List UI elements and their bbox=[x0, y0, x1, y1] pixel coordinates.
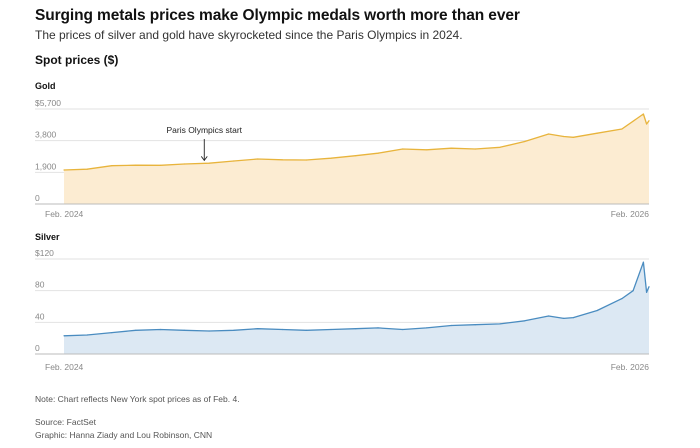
gold-ytick-label: 3,800 bbox=[35, 130, 57, 140]
gold-data-point bbox=[355, 155, 357, 157]
gold-data-point bbox=[208, 162, 210, 164]
gold-data-point bbox=[648, 120, 650, 122]
gold-data-point bbox=[402, 148, 404, 150]
gold-chart-title: Gold bbox=[35, 81, 56, 91]
silver-data-point bbox=[377, 327, 379, 329]
silver-data-point bbox=[330, 328, 332, 331]
silver-data-point bbox=[402, 328, 404, 331]
gold-annotation-arrowhead bbox=[200, 156, 208, 162]
silver-data-point bbox=[563, 317, 565, 319]
gold-data-point bbox=[111, 165, 113, 167]
gold-data-point bbox=[183, 163, 185, 165]
silver-data-point bbox=[63, 335, 65, 337]
gold-data-point bbox=[135, 164, 137, 166]
silver-area-fill bbox=[64, 262, 649, 354]
silver-data-point bbox=[233, 329, 235, 331]
gold-data-point bbox=[596, 132, 598, 134]
silver-data-point bbox=[450, 324, 452, 327]
silver-data-point bbox=[648, 286, 650, 288]
silver-data-point bbox=[572, 317, 574, 319]
gold-data-point bbox=[646, 123, 648, 125]
silver-data-point bbox=[111, 332, 113, 334]
gold-data-point bbox=[426, 149, 428, 151]
section-title: Spot prices ($) bbox=[35, 53, 119, 67]
gold-data-point bbox=[499, 146, 501, 148]
silver-chart: Silver 0 40 80 $120 Feb. 2024 Feb. 2026 bbox=[35, 232, 650, 372]
gold-data-point bbox=[159, 164, 161, 166]
silver-data-point bbox=[646, 291, 648, 293]
silver-data-point bbox=[355, 328, 357, 330]
gold-data-point bbox=[642, 113, 645, 115]
gold-data-point bbox=[233, 160, 235, 162]
gold-ytick-label: $5,700 bbox=[35, 98, 61, 108]
gold-data-point bbox=[377, 152, 379, 154]
silver-xtick-label-end: Feb. 2026 bbox=[611, 362, 650, 372]
silver-data-point bbox=[642, 261, 645, 263]
silver-data-point bbox=[305, 329, 307, 331]
gold-area-fill bbox=[64, 114, 649, 204]
subheadline: The prices of silver and gold have skyro… bbox=[35, 28, 463, 42]
silver-xtick-label-start: Feb. 2024 bbox=[45, 362, 84, 372]
silver-data-point bbox=[135, 329, 137, 331]
silver-data-point bbox=[621, 298, 623, 300]
silver-data-point bbox=[632, 290, 634, 292]
chart-note: Note: Chart reflects New York spot price… bbox=[35, 394, 240, 404]
silver-data-point bbox=[281, 328, 283, 331]
gold-price-line bbox=[63, 113, 650, 171]
gold-data-point bbox=[548, 133, 550, 135]
source-line: Source: FactSet bbox=[35, 417, 96, 427]
gold-ytick-label: 0 bbox=[35, 193, 40, 203]
gold-data-point bbox=[281, 159, 283, 161]
gold-ytick-label: 1,900 bbox=[35, 161, 57, 171]
silver-data-point bbox=[257, 328, 259, 330]
gold-chart: Gold 0 1,900 3,800 $5,700 Feb. 2024 Feb. 2026 P… bbox=[35, 81, 650, 219]
graphic-credit: Graphic: Hanna Ziady and Lou Robinson, C… bbox=[35, 430, 213, 440]
gold-data-point bbox=[524, 140, 526, 143]
silver-data-point bbox=[159, 328, 161, 331]
gold-xtick-label-end: Feb. 2026 bbox=[611, 209, 650, 219]
gold-xtick-label-start: Feb. 2024 bbox=[45, 209, 84, 219]
gold-data-point bbox=[621, 128, 623, 130]
silver-ytick-label: $120 bbox=[35, 248, 54, 258]
silver-data-point bbox=[208, 330, 210, 332]
silver-data-point bbox=[86, 334, 88, 336]
headline: Surging metals prices make Olympic medal… bbox=[35, 7, 520, 24]
silver-data-point bbox=[524, 320, 526, 322]
gold-data-point bbox=[572, 136, 574, 138]
silver-data-point bbox=[499, 323, 501, 325]
silver-data-point bbox=[426, 327, 428, 329]
gold-data-point bbox=[86, 168, 88, 170]
silver-data-point bbox=[474, 324, 476, 326]
gold-data-point bbox=[563, 135, 565, 138]
gold-annotation-label: Paris Olympics start bbox=[166, 125, 242, 135]
gold-data-point bbox=[474, 148, 476, 150]
silver-data-point bbox=[183, 329, 185, 331]
gold-data-point bbox=[330, 157, 332, 159]
gold-data-point bbox=[305, 159, 307, 161]
gold-data-point bbox=[450, 147, 452, 149]
silver-data-point bbox=[596, 309, 598, 312]
silver-data-point bbox=[548, 315, 550, 317]
silver-ytick-label: 0 bbox=[35, 343, 40, 353]
silver-ytick-label: 80 bbox=[35, 280, 45, 290]
silver-chart-title: Silver bbox=[35, 232, 60, 242]
gold-data-point bbox=[63, 169, 65, 171]
silver-ytick-label: 40 bbox=[35, 311, 45, 321]
gold-data-point bbox=[257, 158, 259, 160]
